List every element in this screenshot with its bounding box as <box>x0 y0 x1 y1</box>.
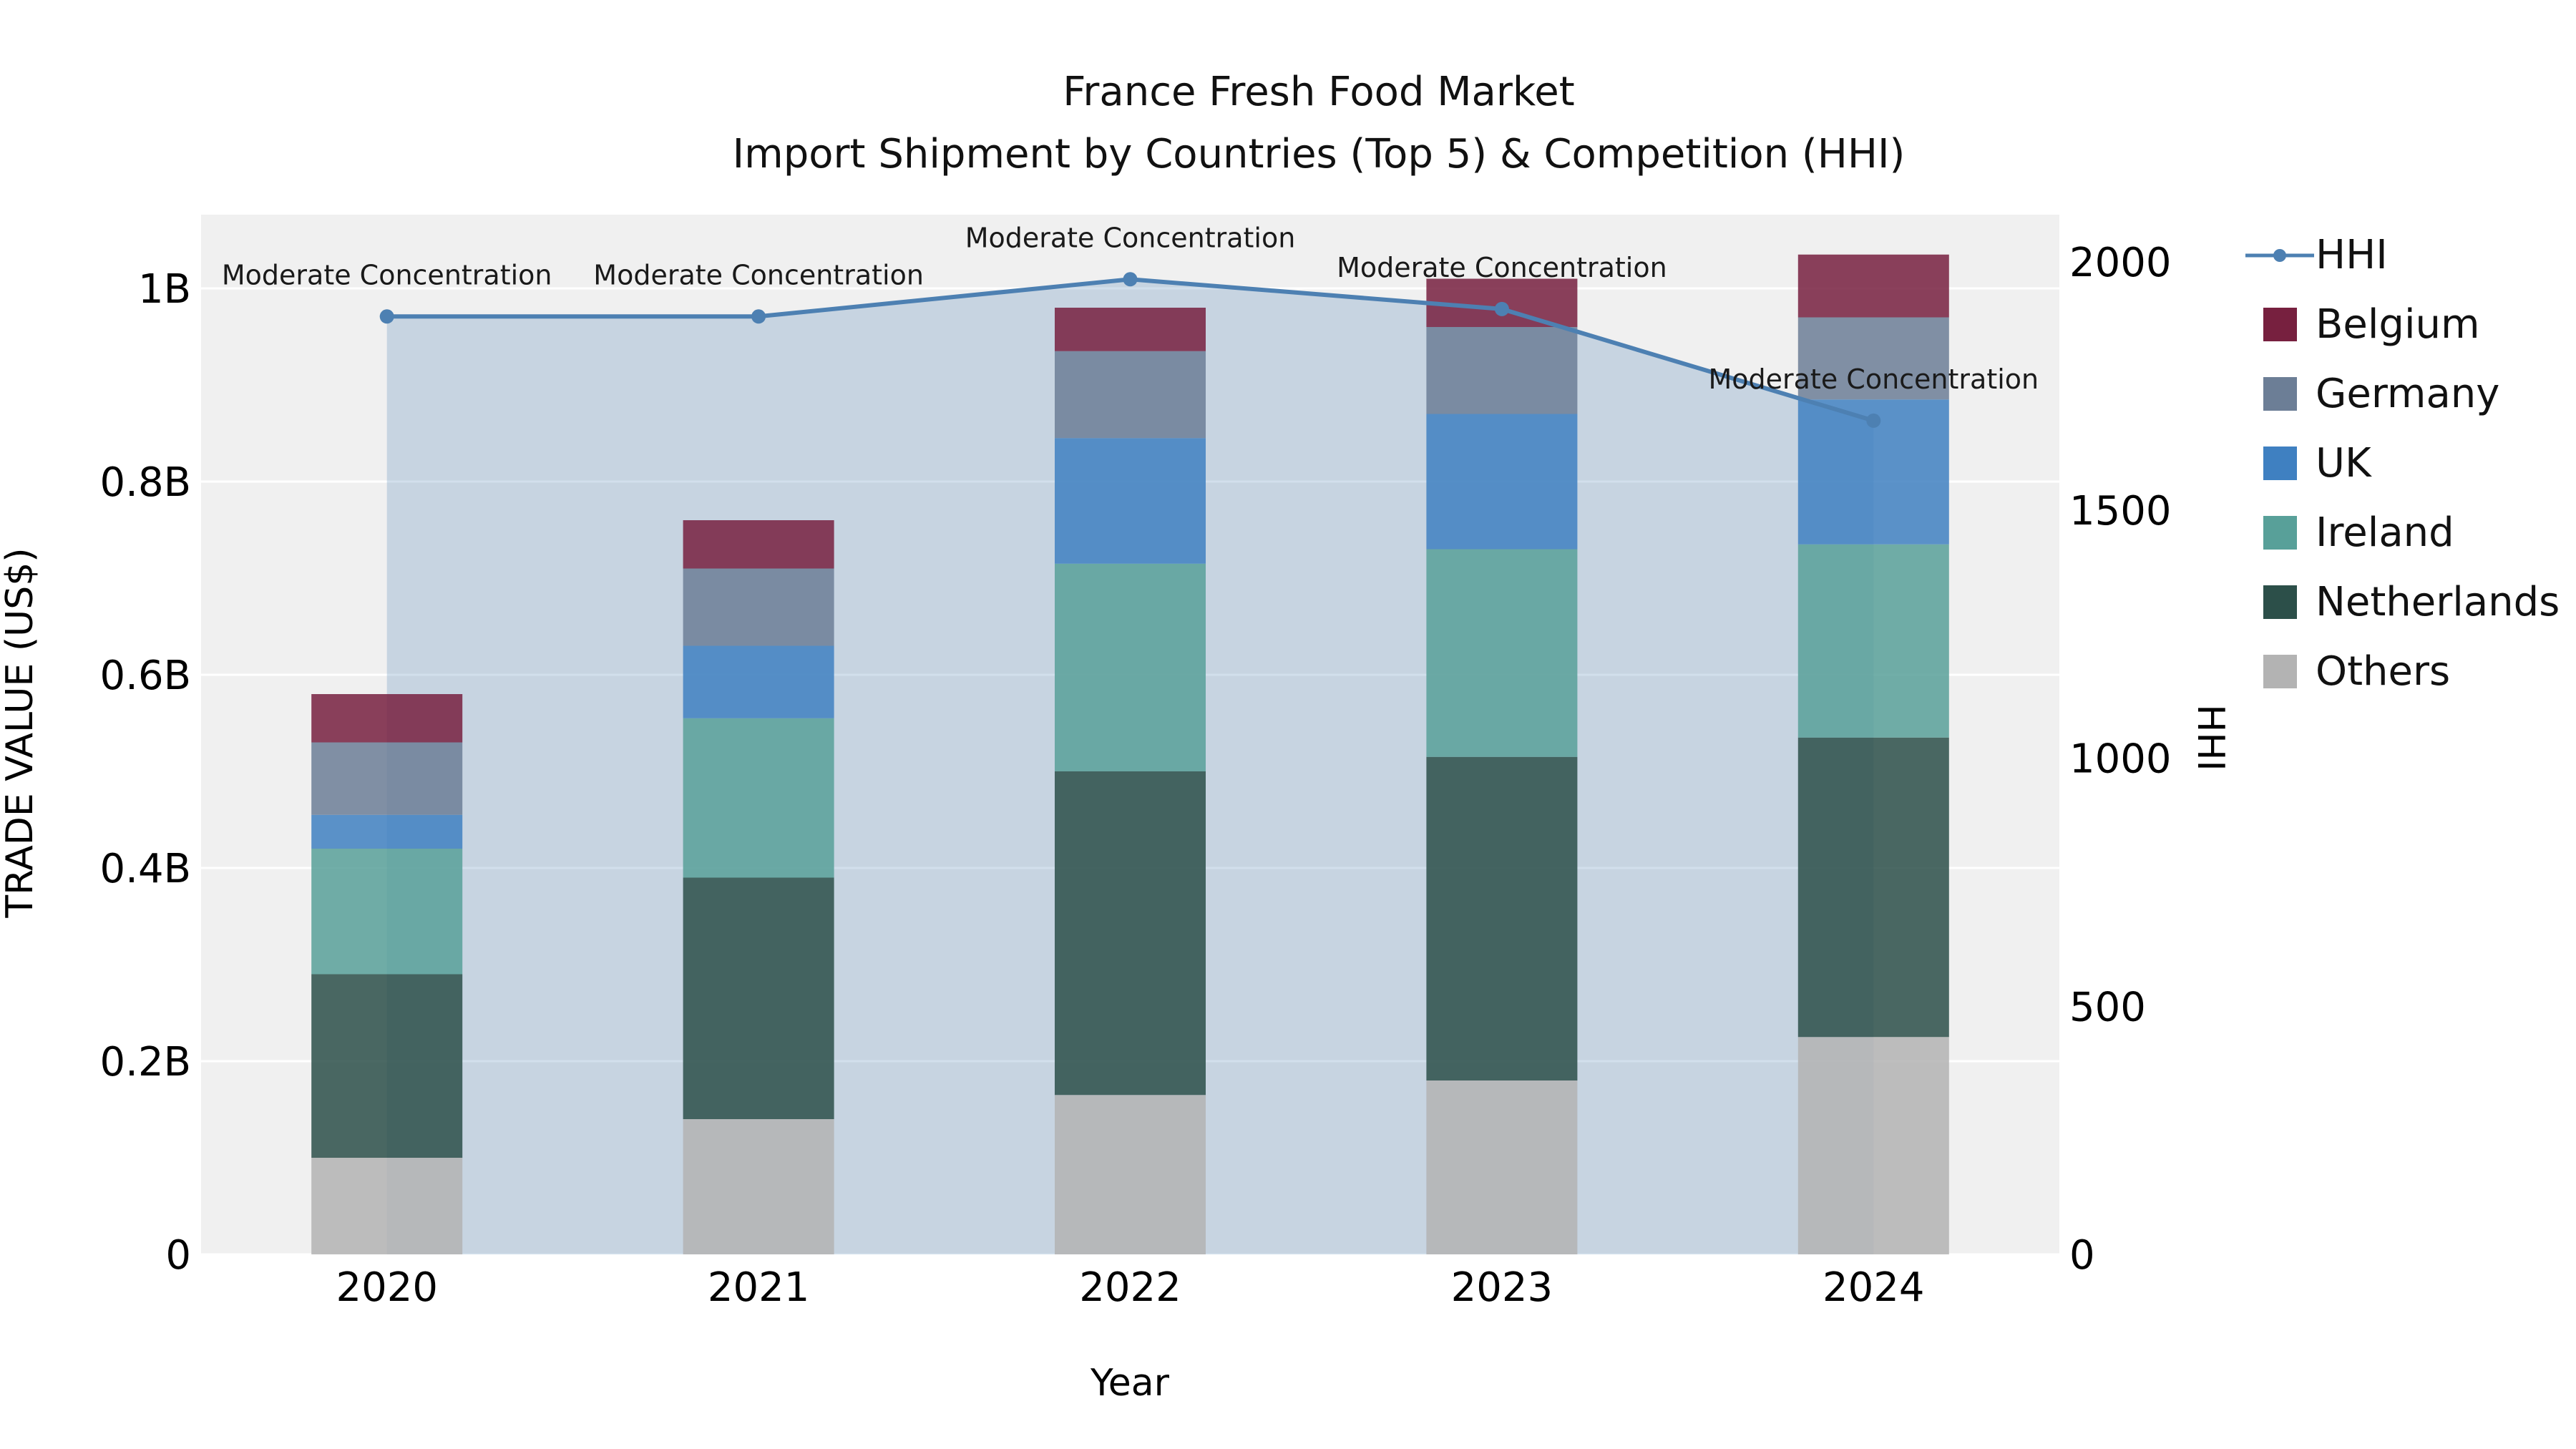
bar-segment-ireland-2024 <box>1797 544 1949 738</box>
hhi-annotation-2024: Moderate Concentration <box>1708 364 2039 395</box>
bar-segment-uk-2020 <box>311 814 463 849</box>
x-tick-2024: 2024 <box>1823 1264 1925 1311</box>
legend-label: Germany <box>2316 371 2500 417</box>
legend-label: Belgium <box>2316 301 2480 348</box>
y-axis-title: TRADE VALUE (US$) <box>0 547 42 918</box>
hhi-point-2021 <box>751 309 766 324</box>
legend-line-marker-icon <box>2245 248 2314 262</box>
chart-title-line1: France Fresh Food Market <box>1063 69 1575 115</box>
hhi-point-2023 <box>1494 301 1509 316</box>
x-tick-2022: 2022 <box>1079 1264 1181 1311</box>
bar-segment-germany-2020 <box>311 742 463 815</box>
legend-square-icon <box>2263 447 2297 480</box>
x-tick-2021: 2021 <box>708 1264 810 1311</box>
bar-segment-others-2022 <box>1055 1095 1206 1254</box>
bar-segment-germany-2022 <box>1055 351 1206 439</box>
y-right-tick-2000: 2000 <box>2069 240 2172 286</box>
legend-label: UK <box>2316 440 2371 487</box>
legend-color-swatch <box>2244 308 2316 341</box>
legend-item-ireland: Ireland <box>2244 498 2560 567</box>
legend-square-icon <box>2263 308 2297 341</box>
legend-square-icon <box>2263 585 2297 619</box>
legend-color-swatch <box>2244 585 2316 619</box>
bar-segment-netherlands-2022 <box>1055 771 1206 1096</box>
legend-color-swatch <box>2244 377 2316 411</box>
bar-segment-belgium-2024 <box>1797 254 1949 318</box>
y-left-tick-0.6B: 0.6B <box>100 653 191 699</box>
y-left-tick-0.4B: 0.4B <box>100 846 191 892</box>
y-right-tick-1000: 1000 <box>2069 736 2172 783</box>
bar-segment-belgium-2022 <box>1055 308 1206 351</box>
hhi-annotation-2022: Moderate Concentration <box>965 222 1296 253</box>
chart-title-line2: Import Shipment by Countries (Top 5) & C… <box>732 130 1906 177</box>
hhi-annotation-2021: Moderate Concentration <box>593 259 924 291</box>
bar-segment-netherlands-2024 <box>1797 737 1949 1038</box>
legend-color-swatch <box>2244 655 2316 688</box>
legend-item-netherlands: Netherlands <box>2244 567 2560 637</box>
bar-segment-ireland-2021 <box>683 718 834 878</box>
legend-item-others: Others <box>2244 637 2560 706</box>
bar-segment-others-2020 <box>311 1158 463 1254</box>
y-right-tick-0: 0 <box>2069 1232 2095 1279</box>
legend-item-belgium: Belgium <box>2244 290 2560 359</box>
y-left-tick-0: 0 <box>165 1232 191 1279</box>
legend-square-icon <box>2263 516 2297 550</box>
bar-segment-others-2024 <box>1797 1037 1949 1254</box>
bar-segment-others-2021 <box>683 1119 834 1254</box>
bar-segment-uk-2021 <box>683 645 834 718</box>
legend-item-germany: Germany <box>2244 359 2560 429</box>
x-tick-2023: 2023 <box>1451 1264 1553 1311</box>
hhi-point-2024 <box>1866 413 1881 428</box>
legend-color-swatch <box>2244 516 2316 550</box>
bar-segment-netherlands-2020 <box>311 974 463 1158</box>
legend-label: Ireland <box>2316 509 2454 556</box>
legend-item-uk: UK <box>2244 429 2560 498</box>
hhi-annotation-2023: Moderate Concentration <box>1337 252 1667 283</box>
legend-label: Netherlands <box>2316 579 2560 625</box>
legend-square-icon <box>2263 655 2297 688</box>
bar-segment-others-2023 <box>1426 1080 1578 1254</box>
legend-label: HHI <box>2316 232 2388 278</box>
y2-axis-title: HHI <box>2189 704 2232 771</box>
y-left-tick-0.2B: 0.2B <box>100 1039 191 1085</box>
bar-segment-belgium-2020 <box>311 694 463 743</box>
legend-line-swatch <box>2244 241 2316 270</box>
legend-item-hhi: HHI <box>2244 220 2560 290</box>
legend-square-icon <box>2263 377 2297 411</box>
hhi-point-2020 <box>379 309 394 324</box>
x-axis-title: Year <box>1090 1362 1170 1405</box>
legend-label: Others <box>2316 648 2451 695</box>
bar-segment-ireland-2023 <box>1426 549 1578 757</box>
x-tick-2020: 2020 <box>336 1264 438 1311</box>
bar-segment-uk-2023 <box>1426 414 1578 550</box>
bar-segment-germany-2023 <box>1426 327 1578 414</box>
bar-segment-germany-2021 <box>683 568 834 646</box>
legend-color-swatch <box>2244 447 2316 480</box>
y-left-tick-1B: 1B <box>138 266 191 313</box>
y-left-tick-0.8B: 0.8B <box>100 459 191 506</box>
hhi-point-2022 <box>1123 272 1138 287</box>
y-right-tick-500: 500 <box>2069 984 2146 1030</box>
hhi-annotation-2020: Moderate Concentration <box>222 259 552 291</box>
chart-title: France Fresh Food Market Import Shipment… <box>733 62 1906 186</box>
bar-segment-belgium-2021 <box>683 520 834 569</box>
bar-segment-netherlands-2021 <box>683 877 834 1119</box>
legend: HHI Belgium Germany UK Ireland Netherlands Oth… <box>2244 220 2560 706</box>
bar-segment-netherlands-2023 <box>1426 756 1578 1080</box>
bar-segment-ireland-2020 <box>311 849 463 975</box>
bar-segment-uk-2022 <box>1055 438 1206 564</box>
bar-segment-germany-2024 <box>1797 317 1949 400</box>
bar-segment-ireland-2022 <box>1055 563 1206 771</box>
y-right-tick-1500: 1500 <box>2069 488 2172 535</box>
